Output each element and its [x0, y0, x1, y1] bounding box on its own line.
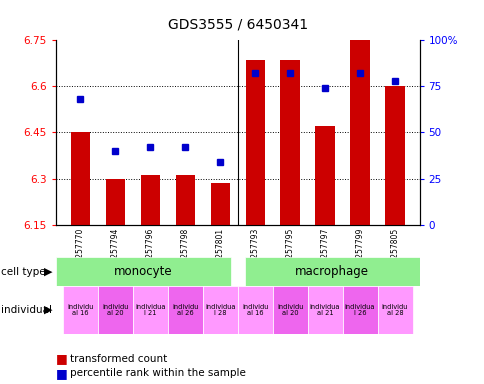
Bar	[244, 257, 419, 286]
Text: macrophage: macrophage	[294, 265, 368, 278]
Bar	[210, 183, 229, 225]
Text: cell type: cell type	[1, 266, 45, 277]
Bar	[167, 286, 202, 334]
Bar	[272, 286, 307, 334]
Text: individua
l 28: individua l 28	[204, 304, 235, 316]
Text: individua
l 26: individua l 26	[344, 304, 375, 316]
Text: ▶: ▶	[44, 305, 52, 315]
Bar	[342, 286, 377, 334]
Bar	[56, 257, 230, 286]
Bar	[377, 286, 412, 334]
Bar	[62, 286, 98, 334]
Text: transformed count: transformed count	[70, 354, 167, 364]
Text: percentile rank within the sample: percentile rank within the sample	[70, 368, 246, 378]
Bar	[98, 286, 133, 334]
Bar	[237, 286, 272, 334]
Text: individu
al 20: individu al 20	[102, 304, 128, 316]
Bar	[315, 126, 334, 225]
Text: individu
al 26: individu al 26	[172, 304, 198, 316]
Text: individu
al 20: individu al 20	[276, 304, 302, 316]
Bar	[175, 175, 195, 225]
Bar	[245, 60, 264, 225]
Bar	[385, 86, 404, 225]
Bar	[307, 286, 342, 334]
Text: monocyte: monocyte	[114, 265, 172, 278]
Text: individual: individual	[1, 305, 52, 315]
Bar	[280, 60, 299, 225]
Text: ■: ■	[56, 353, 67, 366]
Text: individu
al 28: individu al 28	[381, 304, 408, 316]
Bar	[106, 179, 124, 225]
Text: individua
al 21: individua al 21	[309, 304, 340, 316]
Bar	[71, 132, 90, 225]
Text: ■: ■	[56, 367, 67, 380]
Text: individu
al 16: individu al 16	[242, 304, 268, 316]
Text: individua
l 21: individua l 21	[135, 304, 165, 316]
Bar	[202, 286, 237, 334]
Text: GDS3555 / 6450341: GDS3555 / 6450341	[167, 17, 307, 31]
Text: individu
al 16: individu al 16	[67, 304, 93, 316]
Bar	[140, 175, 160, 225]
Text: ▶: ▶	[44, 266, 52, 277]
Bar	[133, 286, 167, 334]
Bar	[350, 40, 369, 225]
